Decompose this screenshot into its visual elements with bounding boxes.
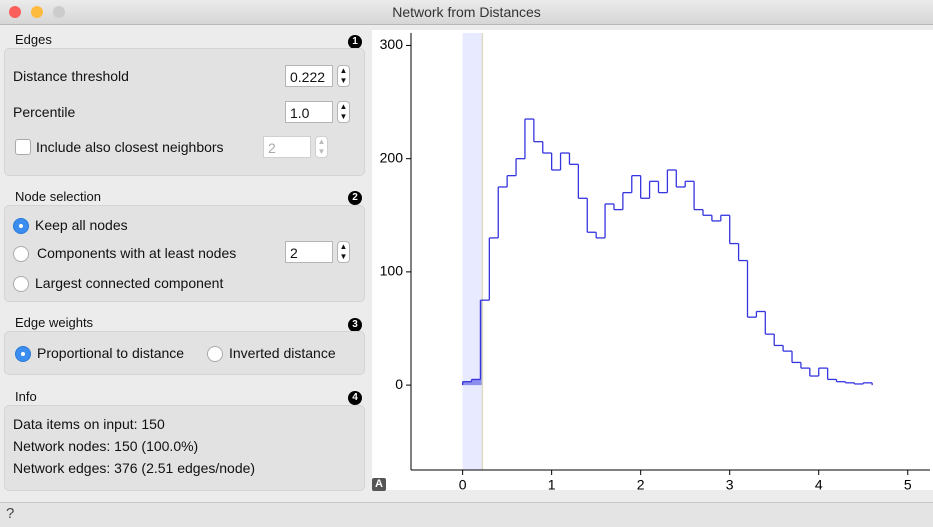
- help-button[interactable]: ?: [6, 505, 15, 522]
- spin-arrows[interactable]: ▲ ▼: [337, 241, 350, 263]
- spin-arrows[interactable]: ▲ ▼: [315, 136, 328, 158]
- y-tick-label: 200: [380, 149, 404, 165]
- label: Include also closest neighbors: [36, 139, 224, 155]
- badge: 1: [348, 35, 362, 49]
- chart: 0 100 200 300 0 1 2 3 4 5: [380, 33, 930, 493]
- radio-label: Largest connected component: [35, 275, 224, 291]
- minimize-button[interactable]: [31, 6, 43, 18]
- x-tick-label: 0: [459, 477, 467, 493]
- section-title: Info: [15, 389, 37, 404]
- title-bar: Network from Distances: [0, 0, 933, 25]
- radio-button[interactable]: [15, 346, 31, 362]
- info-line: Data items on input: 150: [13, 416, 165, 432]
- close-button[interactable]: [9, 6, 21, 18]
- radio-label: Keep all nodes: [35, 217, 128, 233]
- y-tick-label: 100: [380, 263, 404, 279]
- x-tick-label: 1: [548, 477, 556, 493]
- section-title: Node selection: [15, 189, 101, 204]
- group-box: [4, 331, 365, 375]
- spinbox[interactable]: 1.0: [285, 101, 333, 123]
- label: Distance threshold: [13, 68, 129, 84]
- x-tick-label: 5: [904, 477, 912, 493]
- x-tick-label: 3: [726, 477, 734, 493]
- radio-label: Proportional to distance: [37, 345, 185, 361]
- zoom-button[interactable]: [53, 6, 65, 18]
- info-line: Network edges: 376 (2.51 edges/node): [13, 460, 256, 476]
- selection-band: [462, 33, 483, 470]
- auto-button[interactable]: A: [372, 478, 386, 491]
- group-box: [4, 405, 365, 491]
- spinbox[interactable]: 2: [263, 136, 311, 158]
- label: Percentile: [13, 104, 76, 120]
- badge: 4: [348, 391, 362, 405]
- radio-button[interactable]: [13, 276, 29, 292]
- x-tick-label: 4: [815, 477, 823, 493]
- info-line: Network nodes: 150 (100.0%): [13, 438, 199, 454]
- badge: 3: [348, 318, 362, 332]
- spin-arrows[interactable]: ▲ ▼: [337, 65, 350, 87]
- section-title: Edge weights: [15, 315, 94, 330]
- window-title: Network from Distances: [392, 4, 541, 20]
- radio-label: Components with at least nodes: [37, 245, 237, 261]
- spin-arrows[interactable]: ▲ ▼: [337, 101, 350, 123]
- status-bar: [0, 502, 933, 527]
- x-tick-label: 2: [637, 477, 645, 493]
- badge: 2: [348, 191, 362, 205]
- checkbox[interactable]: [15, 139, 31, 155]
- radio-label: Inverted distance: [229, 345, 336, 361]
- y-tick-label: 0: [395, 376, 403, 392]
- y-tick-label: 300: [380, 36, 404, 52]
- radio-button[interactable]: [13, 246, 29, 262]
- radio-button[interactable]: [13, 218, 29, 234]
- radio-button[interactable]: [207, 346, 223, 362]
- spinbox[interactable]: 2: [285, 241, 333, 263]
- section-title: Edges: [15, 32, 52, 47]
- spinbox[interactable]: 0.222: [285, 65, 333, 87]
